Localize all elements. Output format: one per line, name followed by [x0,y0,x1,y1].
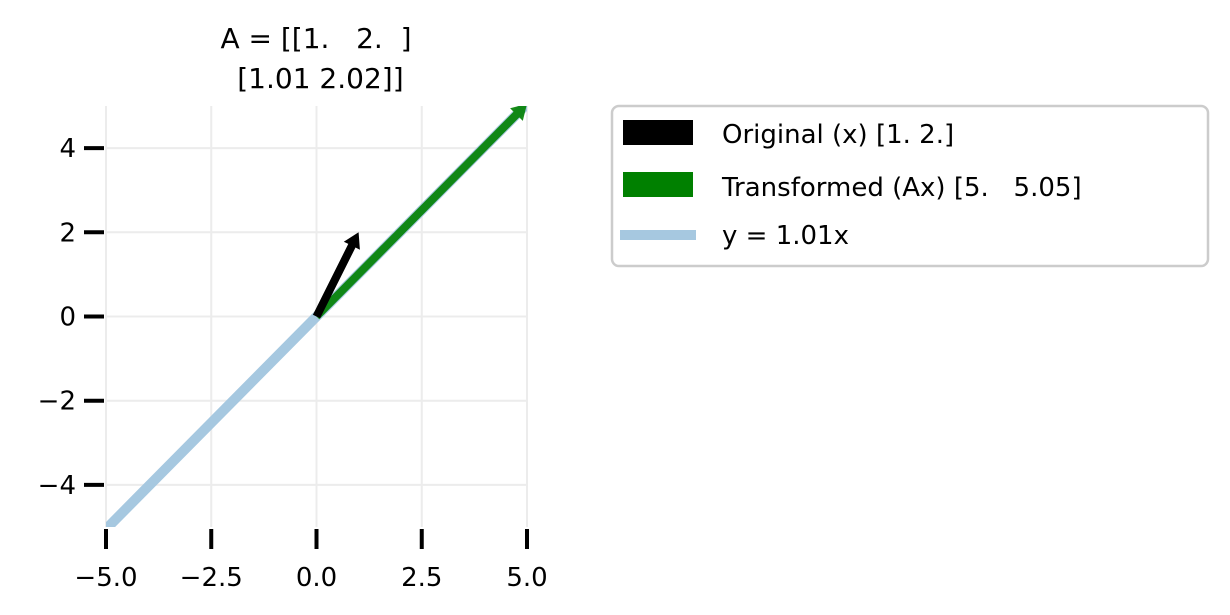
y-tick-label-3: 2 [59,218,76,248]
chart-title-line-2: [1.01 2.02]] [228,62,403,95]
y-tick-label-0: −4 [38,471,76,501]
x-tick-label-2: 0.0 [296,563,337,593]
chart-title-line-1: A = [[1. 2. ] [220,22,411,55]
y-tick-label-2: 0 [59,303,76,333]
y-tick-label-1: −2 [38,387,76,417]
legend-label-original: Original (x) [1. 2.] [722,120,954,150]
x-tick-label-0: −5.0 [74,563,137,593]
legend-label-reference-line: y = 1.01x [722,221,849,251]
legend: Original (x) [1. 2.] Transformed (Ax) [5… [610,104,1210,268]
grid [105,106,528,527]
y-tick-label-4: 4 [59,134,76,164]
vector-arrow-shape [313,106,527,320]
legend-label-transformed: Transformed (Ax) [5. 5.05] [721,173,1082,203]
original-vector-arrow [312,232,360,319]
x-tick-label-3: 2.5 [401,563,442,593]
legend-swatch-transformed [623,172,693,197]
x-axis: −5.0 −2.5 0.0 2.5 5.0 [74,529,548,593]
vector-arrow-shape [312,232,360,319]
legend-frame [610,104,1210,268]
x-tick-label-4: 5.0 [506,563,547,593]
transformed-vector-arrow [313,106,527,320]
y-axis: −4 −2 0 2 4 [38,134,104,501]
legend-swatch-original [623,120,693,145]
x-tick-label-1: −2.5 [180,563,243,593]
